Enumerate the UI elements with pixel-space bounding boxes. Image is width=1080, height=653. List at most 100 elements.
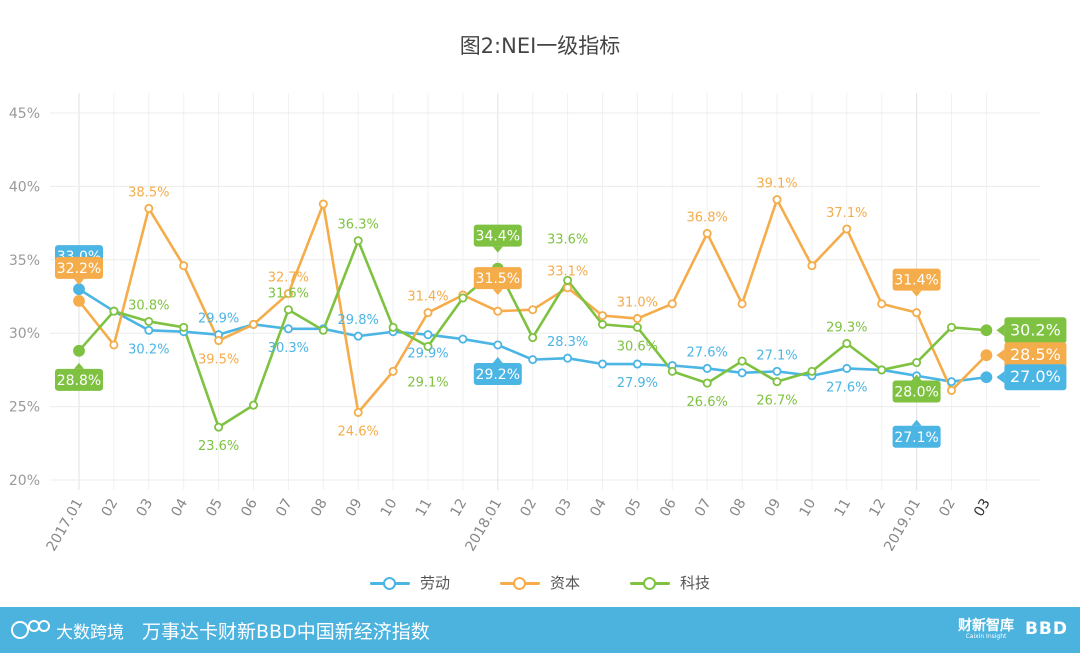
data-label: 37.1%	[826, 206, 867, 221]
x-tick-label: 10	[378, 496, 401, 519]
x-tick-label: 08	[727, 496, 750, 519]
data-point	[214, 422, 224, 432]
caixin-logo-text: 财新智库	[958, 618, 1014, 634]
x-tick-label: 02	[517, 496, 540, 519]
data-point	[283, 305, 293, 315]
data-point	[318, 325, 328, 335]
data-point	[144, 325, 154, 335]
data-point	[632, 314, 642, 324]
y-tick-label: 30%	[9, 326, 40, 342]
legend-item-tech[interactable]: 科技	[630, 572, 710, 593]
data-point	[807, 366, 817, 376]
data-label: 26.7%	[756, 394, 797, 409]
svg-text:28.5%: 28.5%	[1010, 345, 1061, 364]
data-point	[842, 224, 852, 234]
y-tick-label: 40%	[9, 179, 40, 195]
data-point	[283, 324, 293, 334]
data-point	[144, 316, 154, 326]
data-label: 24.6%	[338, 424, 379, 439]
data-point	[73, 283, 85, 296]
x-tick-label: 03	[552, 496, 575, 519]
x-tick-label: 05	[622, 496, 645, 519]
footer-title: 万事达卡财新BBD中国新经济指数	[142, 620, 430, 643]
data-point	[737, 356, 747, 366]
data-point	[842, 338, 852, 348]
data-point	[632, 359, 642, 369]
data-point	[667, 366, 677, 376]
data-point	[179, 322, 189, 332]
legend-item-capital[interactable]: 资本	[499, 572, 580, 593]
x-tick-label: 11	[413, 496, 436, 519]
data-point	[598, 319, 608, 329]
data-point	[980, 349, 993, 362]
y-tick-label: 25%	[9, 400, 40, 416]
svg-text:28.0%: 28.0%	[894, 385, 938, 401]
data-label: 39.5%	[198, 353, 239, 368]
data-label: 30.2%	[128, 342, 169, 357]
data-point	[632, 322, 642, 332]
line-chart: 20% 25% 30% 35% 40% 45% 2017.01 02 03 04 05 06 07 08 0…	[9, 93, 1067, 554]
data-label: 30.8%	[128, 298, 169, 313]
data-point	[947, 322, 957, 332]
data-point	[947, 377, 957, 387]
legend-item-labour[interactable]: 劳动	[369, 572, 450, 593]
data-point	[493, 306, 503, 316]
data-point	[598, 311, 608, 321]
data-point	[109, 340, 119, 350]
svg-text:27.1%: 27.1%	[894, 430, 938, 446]
data-point	[248, 319, 258, 329]
x-tick-label: 06	[657, 496, 680, 520]
data-label: 31.6%	[268, 287, 309, 302]
data-point	[702, 363, 712, 373]
data-label: 28.3%	[547, 335, 588, 350]
data-point	[528, 355, 538, 365]
legend-marker-labour	[369, 576, 410, 590]
data-label: 39.1%	[756, 177, 797, 192]
data-point	[388, 322, 398, 332]
svg-text:30.2%: 30.2%	[1010, 320, 1061, 339]
data-label: 36.3%	[338, 218, 379, 233]
data-point	[353, 407, 363, 417]
svg-text:28.8%: 28.8%	[57, 373, 101, 389]
data-point	[947, 385, 957, 395]
svg-text:31.5%: 31.5%	[476, 271, 520, 287]
x-tick-label: 09	[762, 496, 785, 519]
data-point	[737, 299, 747, 309]
data-point	[214, 336, 224, 346]
data-label-tag: 27.0%	[996, 364, 1067, 391]
data-point	[772, 195, 782, 205]
caixin-logo-sub: Caixin Insight	[965, 633, 1007, 640]
x-tick-label: 07	[692, 496, 715, 519]
data-point	[877, 365, 887, 375]
data-label: 31.0%	[617, 296, 658, 311]
x-tick-label: 09	[343, 496, 366, 519]
data-label: 27.9%	[617, 376, 658, 391]
data-label: 27.1%	[756, 348, 797, 363]
data-point	[458, 293, 468, 303]
data-label: 29.8%	[338, 313, 379, 328]
legend-marker-tech	[630, 576, 670, 590]
x-tick-label: 08	[308, 496, 331, 519]
x-tick-label: 12	[448, 496, 471, 519]
data-label: 29.9%	[407, 347, 448, 362]
data-point	[283, 289, 293, 299]
data-label: 30.3%	[268, 341, 309, 356]
data-point	[388, 366, 398, 376]
y-tick-label: 35%	[9, 253, 40, 269]
data-label: 27.6%	[826, 380, 867, 395]
svg-text:32.2%: 32.2%	[57, 261, 101, 277]
data-point	[318, 199, 328, 209]
data-point	[528, 333, 538, 343]
data-point	[563, 353, 573, 363]
data-point	[877, 299, 887, 309]
data-point	[109, 306, 119, 316]
x-tick-label: 02	[99, 496, 122, 519]
x-tick-label: 12	[866, 496, 889, 519]
x-tick-label: 03	[133, 496, 156, 519]
data-label: 33.1%	[547, 265, 588, 280]
x-tick-label: 2017.01	[44, 496, 87, 554]
x-tick-label: 04	[168, 496, 191, 520]
legend: 劳动 资本 科技	[0, 572, 1080, 593]
data-label: 33.6%	[547, 232, 588, 247]
data-point	[353, 236, 363, 246]
